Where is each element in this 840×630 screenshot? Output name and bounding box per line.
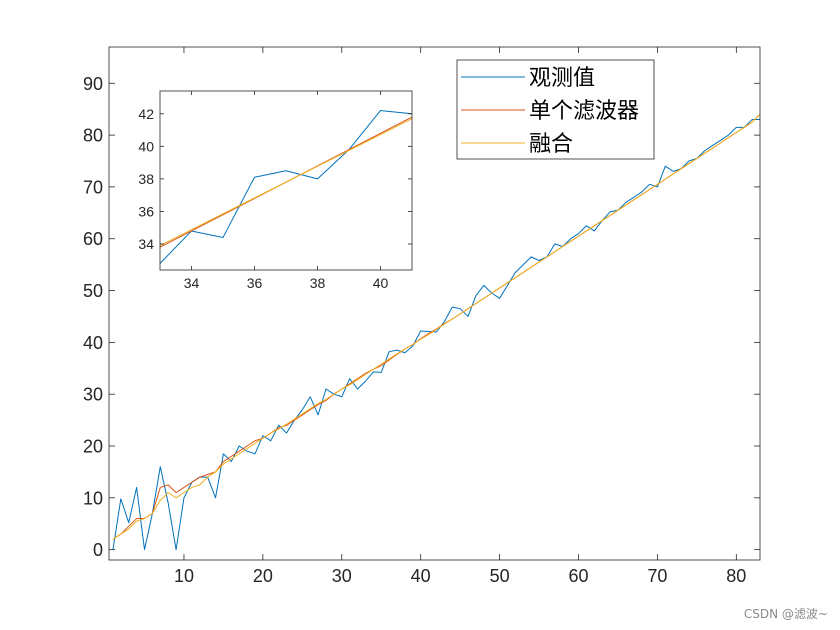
main-series-line-3 bbox=[112, 114, 760, 540]
main-x-tick-label: 60 bbox=[568, 566, 588, 586]
main-x-tick-label: 40 bbox=[411, 566, 431, 586]
main-y-tick-label: 0 bbox=[93, 540, 103, 560]
inset-series-line-1 bbox=[160, 110, 412, 264]
legend-label-3: 融合 bbox=[529, 132, 573, 157]
main-x-tick-label: 20 bbox=[253, 566, 273, 586]
main-y-tick-label: 60 bbox=[83, 229, 103, 249]
main-y-tick-label: 50 bbox=[83, 281, 103, 301]
main-y-tick-label: 70 bbox=[83, 177, 103, 197]
inset-y-tick-label: 38 bbox=[138, 171, 154, 187]
legend-label-2: 单个滤波器 bbox=[529, 99, 639, 124]
main-series-line-1 bbox=[112, 119, 760, 551]
main-y-tick-label: 40 bbox=[83, 333, 103, 353]
main-y-tick-label: 20 bbox=[83, 436, 103, 456]
inset-axes: 34 36 38 40 34 36 38 40 42 bbox=[138, 90, 413, 291]
watermark-text: CSDN @滤波~ bbox=[743, 607, 828, 621]
inset-x-tick-label: 34 bbox=[184, 275, 200, 291]
inset-x-tick-label: 38 bbox=[310, 275, 326, 291]
main-y-tick-label: 30 bbox=[83, 385, 103, 405]
inset-y-tick-label: 42 bbox=[138, 106, 154, 122]
main-x-tick-label: 30 bbox=[332, 566, 352, 586]
main-y-tick-label: 80 bbox=[83, 126, 103, 146]
inset-y-tick-label: 40 bbox=[138, 138, 154, 154]
legend-label-1: 观测值 bbox=[529, 66, 595, 91]
inset-y-tick-label: 34 bbox=[138, 236, 154, 252]
main-x-tick-label: 80 bbox=[726, 566, 746, 586]
main-x-tick-label: 50 bbox=[490, 566, 510, 586]
inset-x-tick-label: 40 bbox=[373, 275, 389, 291]
main-axes-box bbox=[108, 46, 761, 561]
inset-series-line-3 bbox=[160, 118, 412, 247]
inset-plot-area bbox=[160, 91, 412, 270]
inset-axes-box bbox=[159, 90, 413, 271]
main-y-tick-label: 10 bbox=[83, 488, 103, 508]
inset-x-tick-label: 36 bbox=[247, 275, 263, 291]
main-x-tick-label: 10 bbox=[174, 566, 194, 586]
main-y-tick-label: 90 bbox=[83, 74, 103, 94]
main-x-tick-label: 70 bbox=[647, 566, 667, 586]
inset-y-tick-label: 36 bbox=[138, 203, 154, 219]
